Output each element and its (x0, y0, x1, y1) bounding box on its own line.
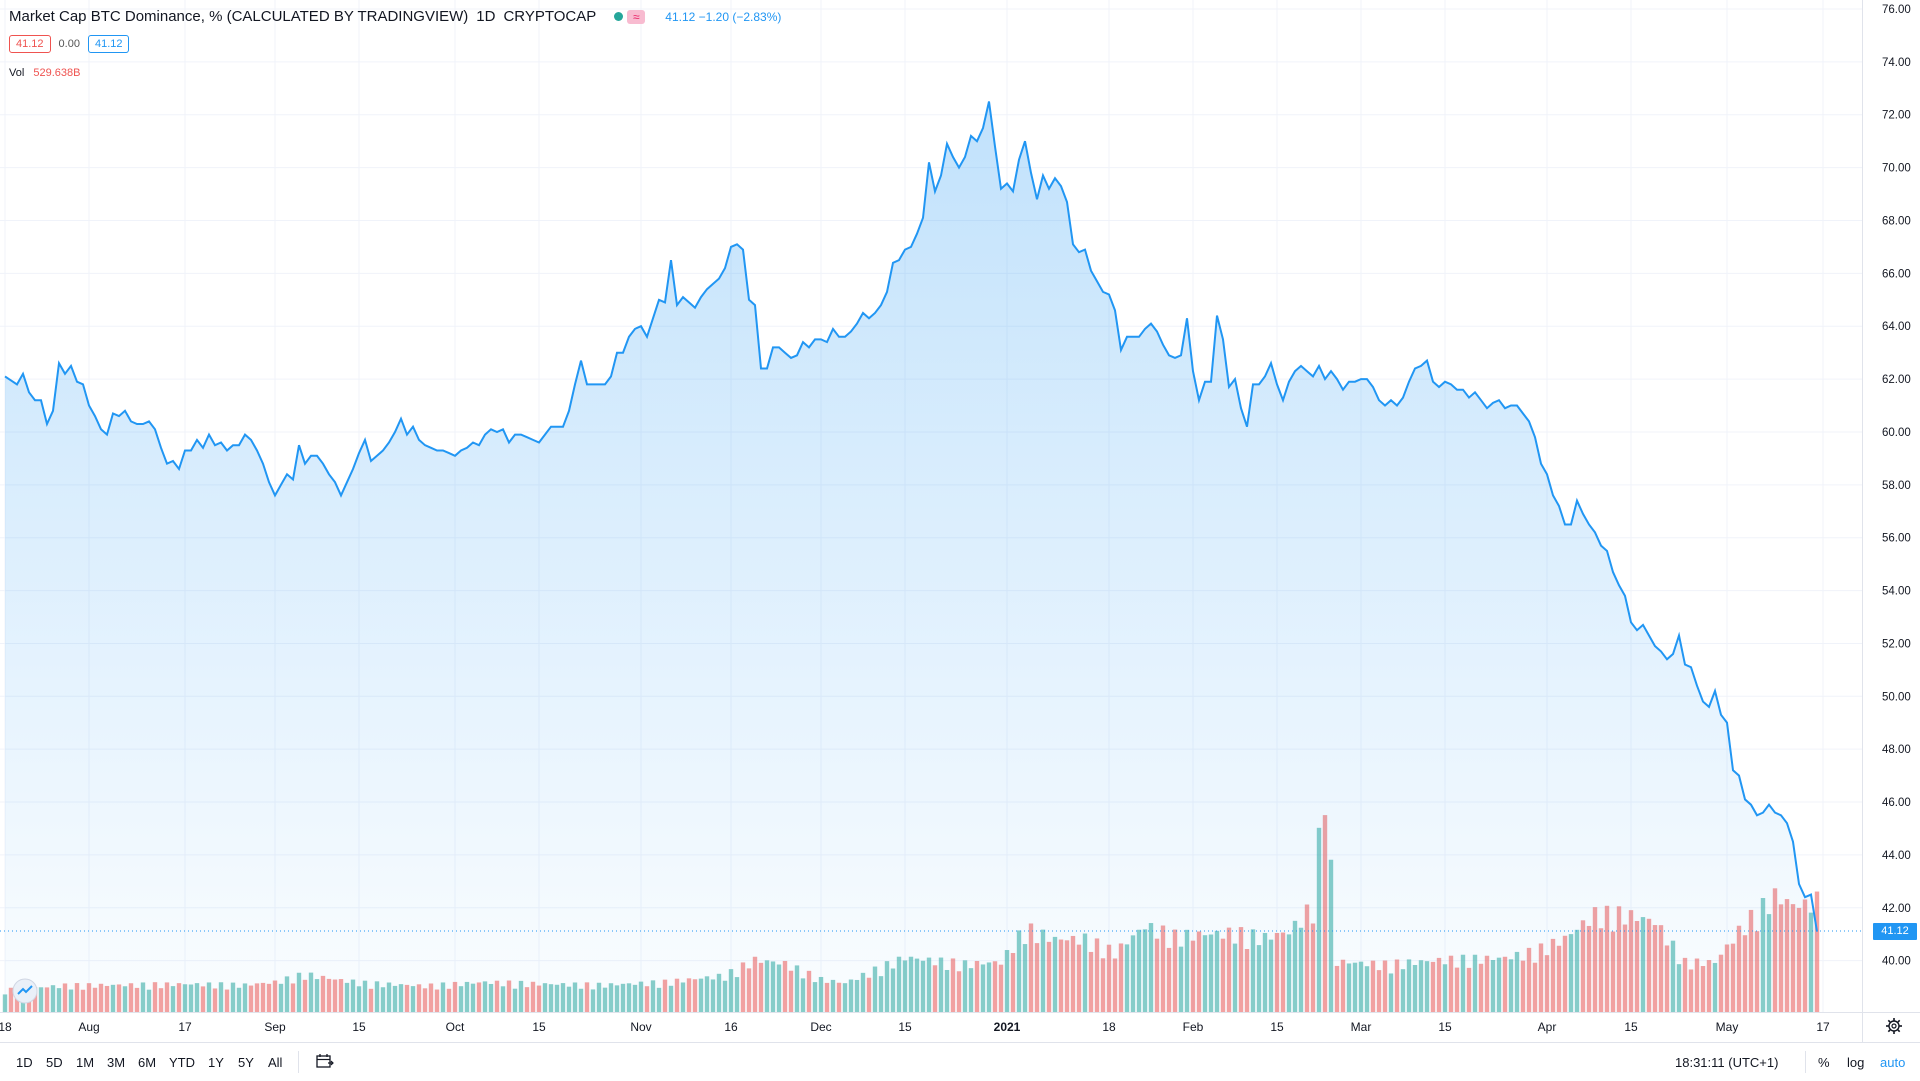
x-tick-label: May (1716, 1020, 1739, 1034)
price-area (0, 101, 1862, 1012)
y-tick-label: 44.00 (1882, 850, 1911, 862)
percent-scale-toggle[interactable]: % (1818, 1055, 1830, 1070)
y-tick-label: 58.00 (1882, 480, 1911, 492)
buy-price[interactable]: 41.12 (87, 35, 130, 53)
spread-value: 0.00 (58, 38, 80, 50)
y-tick-label: 50.00 (1882, 691, 1911, 703)
range-3m-button[interactable]: 3M (107, 1055, 126, 1070)
x-tick-label: 15 (352, 1020, 366, 1034)
range-5y-button[interactable]: 5Y (238, 1055, 254, 1070)
x-tick-label: Nov (630, 1020, 651, 1034)
toolbar-divider (1805, 1051, 1806, 1073)
range-1m-button[interactable]: 1M (76, 1055, 95, 1070)
last-price-tag: 41.12 (1873, 922, 1917, 940)
x-tick-label: Dec (810, 1020, 831, 1034)
range-5d-button[interactable]: 5D (46, 1055, 63, 1070)
time-axis: 18 Aug 17 Sep 15 Oct 15 Nov 16 Dec 15 2021 18 Feb 15 Ma… (0, 1012, 1920, 1034)
x-tick-label: 17 (1816, 1020, 1830, 1034)
x-tick-label: Feb (1183, 1020, 1204, 1034)
y-tick-label: 46.00 (1882, 797, 1911, 809)
y-tick-label: 72.00 (1882, 110, 1911, 122)
market-status-icon[interactable] (614, 12, 624, 21)
sell-price[interactable]: 41.12 (9, 35, 51, 53)
x-tick-label: Aug (78, 1020, 99, 1034)
price-area-fill (5, 101, 1817, 1012)
y-tick-label: 66.00 (1882, 268, 1911, 280)
y-tick-label: 74.00 (1882, 57, 1911, 69)
x-tick-label: 17 (178, 1020, 192, 1034)
y-tick-label: 70.00 (1882, 163, 1911, 175)
bottom-toolbar: 1D 5D 1M 3M 6M YTD 1Y 5Y All 18:31:11 (U… (0, 1042, 1920, 1081)
y-tick-label: 54.00 (1882, 586, 1911, 598)
bid-ask-row: 41.12 0.00 41.12 (9, 35, 130, 53)
x-tick-label: 2021 (994, 1020, 1021, 1034)
compare-menu-icon[interactable]: ≈ (627, 9, 646, 24)
exchange-label[interactable]: CRYPTOCAP (503, 8, 597, 25)
tradingview-logo-icon[interactable] (12, 978, 38, 1004)
x-tick-label: Oct (446, 1020, 465, 1034)
y-tick-label: 62.00 (1882, 374, 1911, 386)
price-line (4, 101, 1818, 932)
x-tick-label: 15 (532, 1020, 546, 1034)
range-1d-button[interactable]: 1D (16, 1055, 33, 1070)
volume-legend: Vol 529.638B (9, 67, 80, 79)
last-quote: 41.12 −1.20 (−2.83%) (665, 9, 782, 24)
y-tick-label: 64.00 (1882, 321, 1911, 333)
y-tick-label: 56.00 (1882, 533, 1911, 545)
log-scale-toggle[interactable]: log (1847, 1055, 1865, 1070)
range-1y-button[interactable]: 1Y (208, 1055, 224, 1070)
x-tick-label: 18 (0, 1020, 12, 1034)
x-tick-label: 15 (1270, 1020, 1284, 1034)
volume-label: Vol (9, 67, 25, 79)
y-tick-label: 52.00 (1882, 638, 1911, 650)
y-tick-label: 42.00 (1882, 903, 1911, 915)
range-6m-button[interactable]: 6M (138, 1055, 157, 1070)
x-tick-label: 15 (1438, 1020, 1452, 1034)
date-range-icon[interactable] (316, 1053, 334, 1069)
y-tick-label: 40.00 (1882, 956, 1911, 968)
legend-controls: ≈ (614, 9, 646, 24)
range-all-button[interactable]: All (268, 1055, 283, 1070)
y-tick-label: 60.00 (1882, 427, 1911, 439)
toolbar-divider (298, 1051, 299, 1073)
x-tick-label: 15 (898, 1020, 912, 1034)
y-tick-label: 48.00 (1882, 744, 1911, 756)
x-tick-label: 18 (1102, 1020, 1116, 1034)
x-tick-label: Sep (264, 1020, 286, 1034)
x-tick-label: Mar (1351, 1020, 1372, 1034)
symbol-title[interactable]: Market Cap BTC Dominance, % (CALCULATED … (9, 8, 469, 25)
x-tick-label: 16 (724, 1020, 738, 1034)
volume-value: 529.638B (33, 67, 81, 79)
y-tick-label: 76.00 (1882, 4, 1911, 16)
symbol-legend: Market Cap BTC Dominance, % (CALCULATED … (9, 8, 781, 25)
y-tick-label: 68.00 (1882, 215, 1911, 227)
auto-scale-toggle[interactable]: auto (1880, 1055, 1906, 1070)
x-tick-label: 15 (1624, 1020, 1638, 1034)
clock-timezone[interactable]: 18:31:11 (UTC+1) (1675, 1055, 1779, 1070)
x-tick-label: Apr (1538, 1020, 1557, 1034)
chart-settings-icon[interactable] (1885, 1017, 1903, 1035)
interval-label[interactable]: 1D (476, 8, 496, 25)
range-ytd-button[interactable]: YTD (169, 1055, 195, 1070)
price-axis: 40.00 42.00 44.00 46.00 48.00 50.00 52.00 54.00… (1862, 0, 1911, 1042)
